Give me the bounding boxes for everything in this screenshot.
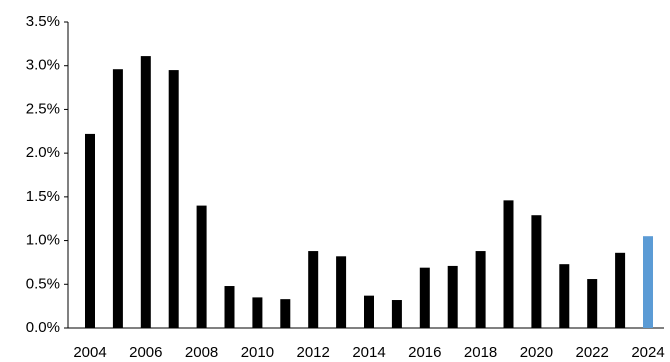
bar [615,252,626,328]
bar [559,264,570,328]
bar [224,286,235,328]
x-tick-label: 2010 [241,344,274,361]
y-tick-label: 0.0% [26,319,60,336]
bar [336,256,347,328]
bar [364,295,374,328]
bar [252,297,263,328]
bar [85,133,95,328]
bar [503,200,514,328]
y-tick-label: 3.5% [26,13,60,30]
bar [643,236,653,328]
y-tick-label: 2.5% [26,100,60,117]
x-tick-label: 2018 [464,344,497,361]
x-tick-label: 2020 [520,344,553,361]
y-tick-label: 0.5% [26,275,60,292]
bar [280,299,291,328]
x-tick-label: 2004 [73,344,106,361]
bar [196,205,207,328]
x-tick-label: 2016 [408,344,441,361]
y-tick-label: 1.0% [26,232,60,249]
x-tick-label: 2014 [352,344,385,361]
bar [140,56,151,329]
x-tick-label: 2024 [631,344,664,361]
bar [112,69,123,328]
bar [391,300,402,328]
x-tick-label: 2008 [185,344,218,361]
y-tick-label: 3.0% [26,57,60,74]
y-tick-label: 1.5% [26,188,60,205]
bar [475,251,486,328]
y-tick-label: 2.0% [26,144,60,161]
bar [587,279,598,328]
bar [447,265,458,328]
bar [531,215,542,328]
x-tick-label: 2006 [129,344,162,361]
x-tick-label: 2012 [297,344,330,361]
bar [419,267,430,328]
bar [308,251,319,328]
x-tick-label: 2022 [576,344,609,361]
bar [168,70,179,328]
